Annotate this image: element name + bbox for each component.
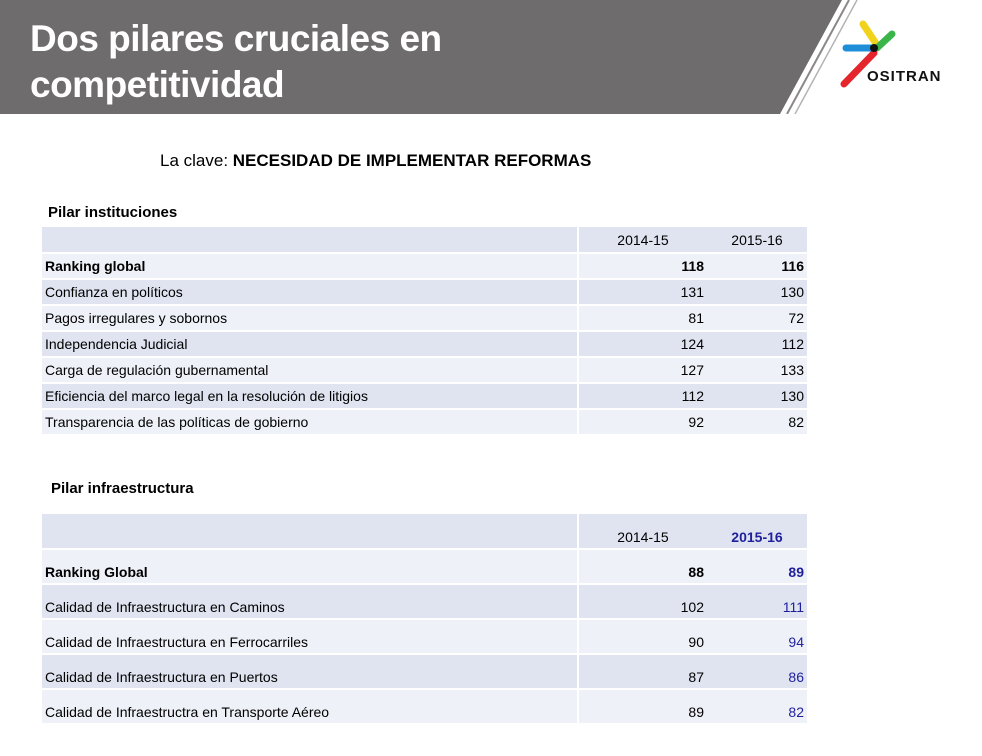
value-2015-16: 72 [707,305,807,332]
value-2014-15: 127 [577,357,707,384]
value-2015-16: 82 [707,409,807,436]
table-header-row: 2014-15 2015-16 [42,227,807,254]
row-label: Confianza en políticos [42,279,578,306]
row-label: Calidad de Infraestructra en Transporte … [42,689,578,725]
subtitle: La clave: NECESIDAD DE IMPLEMENTAR REFOR… [160,151,591,171]
header-cell [42,514,578,550]
value-2014-15: 92 [577,409,707,436]
value-2014-15: 102 [577,584,707,620]
banner-shape [0,0,858,114]
value-2014-15: 89 [577,689,707,725]
header-cell: 2015-16 [707,227,807,254]
table-row: Pagos irregulares y sobornos 81 72 [42,305,807,332]
table-row: Transparencia de las políticas de gobier… [42,409,807,436]
value-2015-16: 86 [707,654,807,690]
value-2014-15: 112 [577,383,707,410]
row-label: Transparencia de las políticas de gobier… [42,409,578,436]
table-row: Confianza en políticos 131 130 [42,279,807,306]
title-line-1: Dos pilares cruciales en [30,18,442,59]
row-label: Pagos irregulares y sobornos [42,305,578,332]
value-2014-15: 87 [577,654,707,690]
row-label: Calidad de Infraestructura en Ferrocarri… [42,619,578,655]
table-row: Calidad de Infraestructura en Puertos 87… [42,654,807,690]
row-label: Calidad de Infraestructura en Caminos [42,584,578,620]
value-2014-15: 81 [577,305,707,332]
table-header-row: 2014-15 2015-16 [42,514,807,550]
title-line-2: competitividad [30,64,285,105]
page-title: Dos pilares cruciales en competitividad [30,16,770,108]
value-2014-15: 131 [577,279,707,306]
table-row: Carga de regulación gubernamental 127 13… [42,357,807,384]
row-label: Calidad de Infraestructura en Puertos [42,654,578,690]
value-2015-16: 133 [707,357,807,384]
subtitle-emphasis: NECESIDAD DE IMPLEMENTAR REFORMAS [232,151,592,170]
row-label: Ranking Global [42,549,578,585]
value-2015-16: 94 [707,619,807,655]
value-2015-16: 116 [707,253,807,280]
institutions-table: 2014-15 2015-16 Ranking global 118 116 C… [42,227,807,436]
subtitle-prefix: La clave: [160,151,233,170]
header-cell: 2015-16 [707,514,807,550]
row-label: Independencia Judicial [42,331,578,358]
value-2015-16: 111 [707,584,807,620]
value-2015-16: 82 [707,689,807,725]
value-2015-16: 130 [707,383,807,410]
logo-text: OSITRAN [867,68,942,85]
header-cell: 2014-15 [577,514,707,550]
value-2014-15: 118 [577,253,707,280]
table-row: Calidad de Infraestructra en Transporte … [42,689,807,725]
table-row: Independencia Judicial 124 112 [42,331,807,358]
value-2014-15: 88 [577,549,707,585]
table-row: Ranking global 118 116 [42,253,807,280]
value-2014-15: 124 [577,331,707,358]
header-cell [42,227,578,254]
ositran-logo [836,18,956,98]
value-2014-15: 90 [577,619,707,655]
infrastructure-table: 2014-15 2015-16 Ranking Global 88 89 Cal… [42,514,807,725]
header-cell: 2014-15 [577,227,707,254]
table-row: Calidad de Infraestructura en Ferrocarri… [42,619,807,655]
table-row: Eficiencia del marco legal en la resoluc… [42,383,807,410]
table-row: Ranking Global 88 89 [42,549,807,585]
section-title-infrastructure: Pilar infraestructura [51,480,194,497]
value-2015-16: 130 [707,279,807,306]
row-label: Ranking global [42,253,578,280]
value-2015-16: 112 [707,331,807,358]
row-label: Eficiencia del marco legal en la resoluc… [42,383,578,410]
value-2015-16: 89 [707,549,807,585]
header-banner: Dos pilares cruciales en competitividad [0,0,982,114]
table-row: Calidad de Infraestructura en Caminos 10… [42,584,807,620]
row-label: Carga de regulación gubernamental [42,357,578,384]
section-title-institutions: Pilar instituciones [48,204,178,221]
